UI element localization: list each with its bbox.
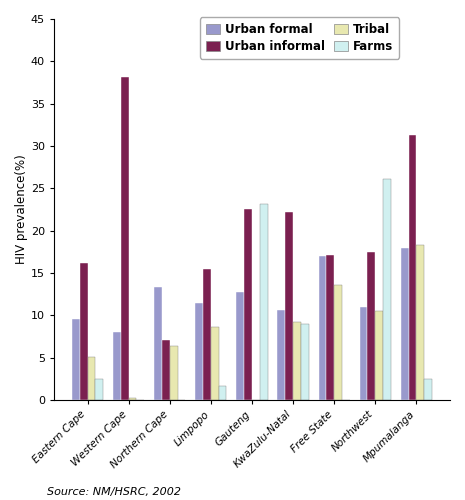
Bar [359, 307, 367, 400]
Bar [319, 256, 326, 400]
Bar [129, 398, 136, 400]
Bar [195, 302, 203, 400]
Bar [409, 135, 416, 400]
Bar [211, 327, 219, 400]
Bar [301, 324, 309, 400]
Bar [383, 179, 391, 400]
Bar [170, 346, 178, 400]
Bar [219, 386, 226, 400]
Bar [334, 285, 342, 400]
Bar [203, 269, 211, 400]
Bar [285, 212, 293, 400]
Bar [154, 288, 162, 400]
Bar [367, 252, 375, 400]
Bar [95, 379, 103, 400]
Bar [236, 292, 244, 400]
Bar [293, 322, 301, 400]
Bar [326, 255, 334, 400]
Bar [121, 78, 129, 400]
Bar [375, 311, 383, 400]
Bar [424, 379, 432, 400]
Y-axis label: HIV prevalence(%): HIV prevalence(%) [15, 154, 28, 264]
Bar [401, 248, 409, 400]
Bar [80, 263, 87, 400]
Bar [278, 310, 285, 400]
Bar [244, 210, 252, 400]
Bar [416, 245, 424, 400]
Bar [87, 357, 95, 400]
Legend: Urban formal, Urban informal, Tribal, Farms: Urban formal, Urban informal, Tribal, Fa… [200, 18, 399, 58]
Text: Source: NM/HSRC, 2002: Source: NM/HSRC, 2002 [46, 488, 180, 498]
Bar [113, 332, 121, 400]
Bar [72, 318, 80, 400]
Bar [260, 204, 267, 400]
Bar [162, 340, 170, 400]
